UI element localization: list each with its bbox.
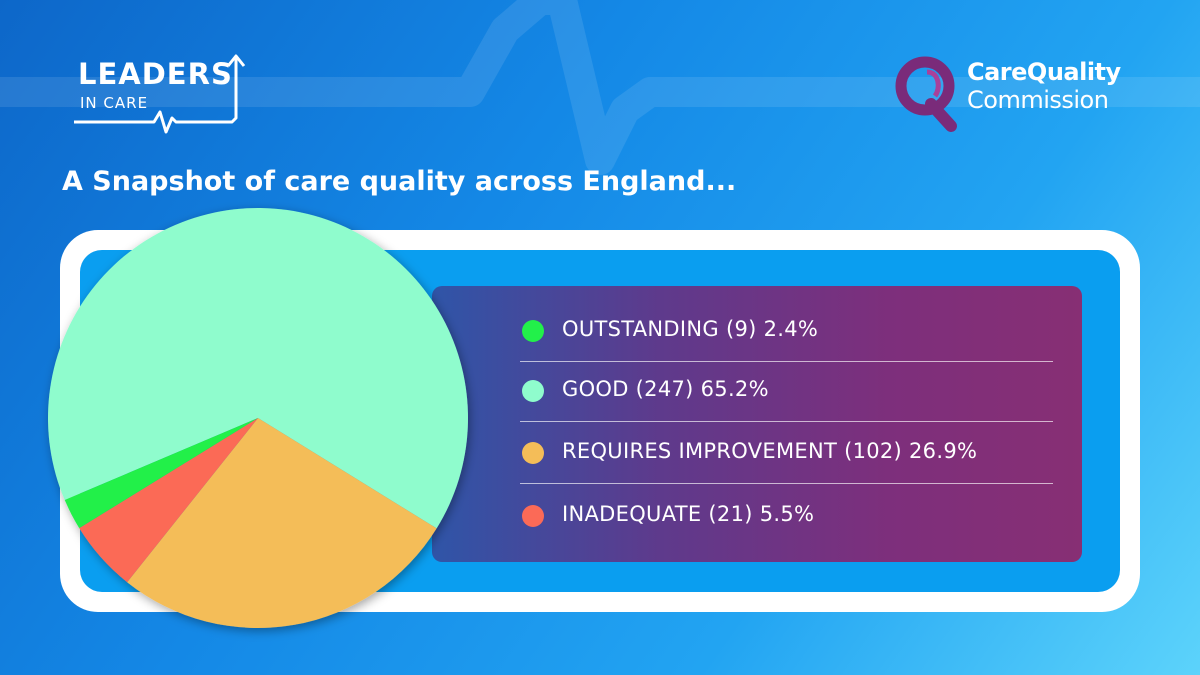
legend-item-inadequate: INADEQUATE (21) 5.5% — [520, 483, 1053, 547]
care-quality-commission-logo: CareQuality Commission — [893, 52, 1143, 132]
legend-swatch-requires-improvement — [522, 442, 544, 464]
legend-swatch-inadequate — [522, 505, 544, 527]
legend-label-good: GOOD (247) 65.2% — [562, 377, 769, 401]
legend-divider — [520, 483, 1053, 484]
legend-divider — [520, 361, 1053, 362]
legend-swatch-good — [522, 380, 544, 402]
legend-swatch-outstanding — [522, 320, 544, 342]
cqc-q-icon — [895, 56, 957, 132]
legend-item-requires-improvement: REQUIRES IMPROVEMENT (102) 26.9% — [520, 420, 1053, 484]
pie-slice-outstanding — [64, 418, 259, 529]
legend-label-inadequate: INADEQUATE (21) 5.5% — [562, 502, 815, 526]
pie-slice-requires-improvement — [127, 418, 437, 628]
heartbeat-arrow-icon — [74, 54, 246, 134]
legend-item-good: GOOD (247) 65.2% — [520, 358, 1053, 422]
logo-text-care-quality: CareQuality — [967, 58, 1121, 86]
pie-slice-good — [48, 208, 469, 529]
logo-text-leaders: LEADERS — [78, 57, 233, 91]
legend-label-outstanding: OUTSTANDING (9) 2.4% — [562, 317, 819, 341]
pie-slice-inadequate — [79, 418, 259, 583]
legend-item-outstanding: OUTSTANDING (9) 2.4% — [520, 298, 1053, 362]
leaders-in-care-logo: LEADERS IN CARE — [72, 52, 257, 137]
logo-text-in-care: IN CARE — [80, 94, 149, 112]
legend-label-requires-improvement: REQUIRES IMPROVEMENT (102) 26.9% — [562, 439, 978, 463]
page-title: A Snapshot of care quality across Englan… — [62, 166, 737, 197]
logo-text-commission: Commission — [967, 86, 1109, 114]
legend-divider — [520, 421, 1053, 422]
